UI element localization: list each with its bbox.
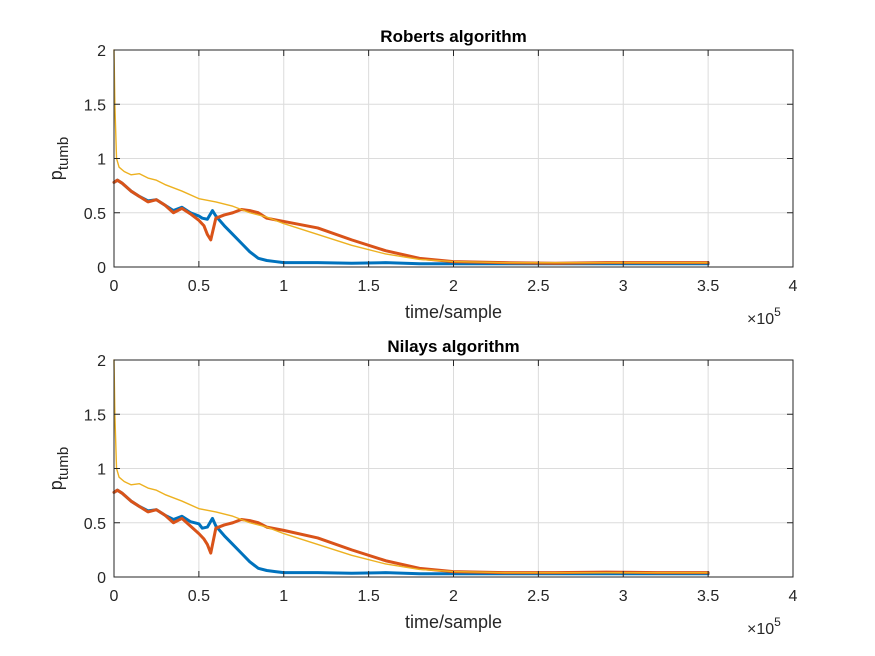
y-tick-label: 2 [97, 43, 106, 60]
chart-title: Nilays algorithm [387, 337, 519, 356]
x-tick-label: 1 [279, 588, 288, 605]
y-tick-label: 0 [97, 570, 106, 587]
x-tick-label: 4 [789, 278, 798, 295]
x-axis-label: time/sample [405, 302, 502, 322]
y-tick-label: 1.5 [84, 407, 106, 424]
y-tick-label: 0 [97, 260, 106, 277]
x-exponent-base: ×10 [747, 621, 774, 638]
x-tick-label: 0 [110, 278, 119, 295]
x-exponent-power: 5 [774, 305, 781, 319]
x-tick-label: 1.5 [358, 588, 380, 605]
y-axis-label-sub: tumb [55, 137, 72, 170]
y-axis-label: ptumb [46, 137, 72, 180]
x-tick-label: 2 [449, 278, 458, 295]
y-axis-label-base: p [46, 480, 66, 490]
x-exponent: ×105 [747, 305, 781, 328]
x-tick-label: 0 [110, 588, 119, 605]
y-tick-label: 1 [97, 152, 106, 169]
chart-nilays-algorithm: 0 0.5 1 1.5 2 2.5 3 3.5 4 0 0.5 1 1.5 2 Nilays algorit… [46, 337, 798, 638]
x-tick-label: 4 [789, 588, 798, 605]
x-tick-label: 3 [619, 588, 628, 605]
x-tick-label: 1 [279, 278, 288, 295]
x-exponent-power: 5 [774, 615, 781, 629]
y-axis-label: ptumb [46, 447, 72, 490]
x-tick-label: 0.5 [188, 588, 210, 605]
x-exponent: ×105 [747, 615, 781, 638]
chart-roberts-algorithm: 0 0.5 1 1.5 2 2.5 3 3.5 4 0 0.5 1 1.5 2 Roberts algori… [46, 27, 798, 328]
x-tick-label: 3.5 [697, 588, 719, 605]
x-tick-label: 2.5 [527, 588, 549, 605]
series-line-3 [113, 49, 709, 264]
y-tick-label: 0.5 [84, 516, 106, 533]
x-tick-label: 3 [619, 278, 628, 295]
x-tick-label: 3.5 [697, 278, 719, 295]
y-axis-label-sub: tumb [55, 447, 72, 480]
x-tick-label: 0.5 [188, 278, 210, 295]
x-tick-label: 2.5 [527, 278, 549, 295]
y-axis-label-base: p [46, 170, 66, 180]
y-tick-label: 2 [97, 353, 106, 370]
y-tick-label: 0.5 [84, 206, 106, 223]
x-tick-label: 2 [449, 588, 458, 605]
y-tick-label: 1.5 [84, 97, 106, 114]
y-tick-label: 1 [97, 462, 106, 479]
x-tick-label: 1.5 [358, 278, 380, 295]
series-line-3 [113, 359, 709, 574]
x-exponent-base: ×10 [747, 311, 774, 328]
x-axis-label: time/sample [405, 612, 502, 632]
chart-title: Roberts algorithm [380, 27, 526, 46]
grid [114, 50, 793, 267]
grid [114, 360, 793, 577]
